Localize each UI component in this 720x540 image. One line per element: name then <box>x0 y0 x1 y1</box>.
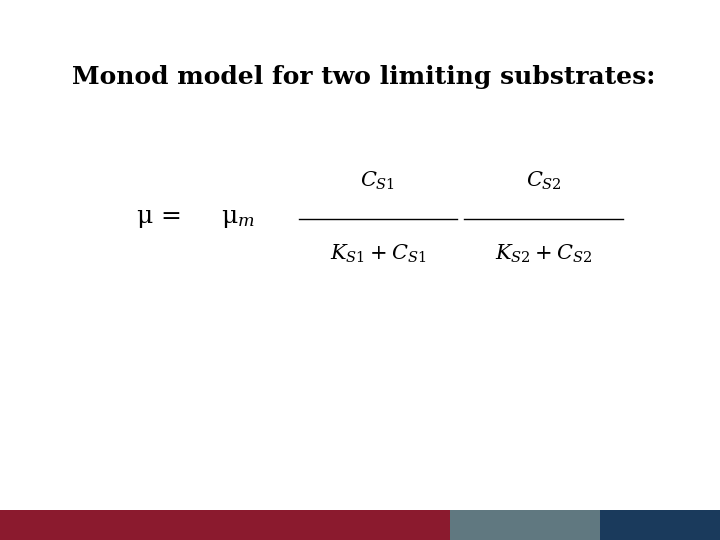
Bar <box>450 510 600 540</box>
Bar <box>600 510 720 540</box>
Text: $K_{S2} + C_{S2}$: $K_{S2} + C_{S2}$ <box>495 242 592 265</box>
Text: Monod model for two limiting substrates:: Monod model for two limiting substrates: <box>72 65 655 89</box>
Bar <box>0 510 450 540</box>
Text: $K_{S1} + C_{S1}$: $K_{S1} + C_{S1}$ <box>330 242 426 265</box>
Text: $\mathdefault{\mu}_m$: $\mathdefault{\mu}_m$ <box>220 207 255 230</box>
Text: $C_{S1}$: $C_{S1}$ <box>361 170 395 192</box>
Text: $\mathdefault{\mu}$ =: $\mathdefault{\mu}$ = <box>136 207 181 230</box>
Text: $C_{S2}$: $C_{S2}$ <box>526 170 562 192</box>
